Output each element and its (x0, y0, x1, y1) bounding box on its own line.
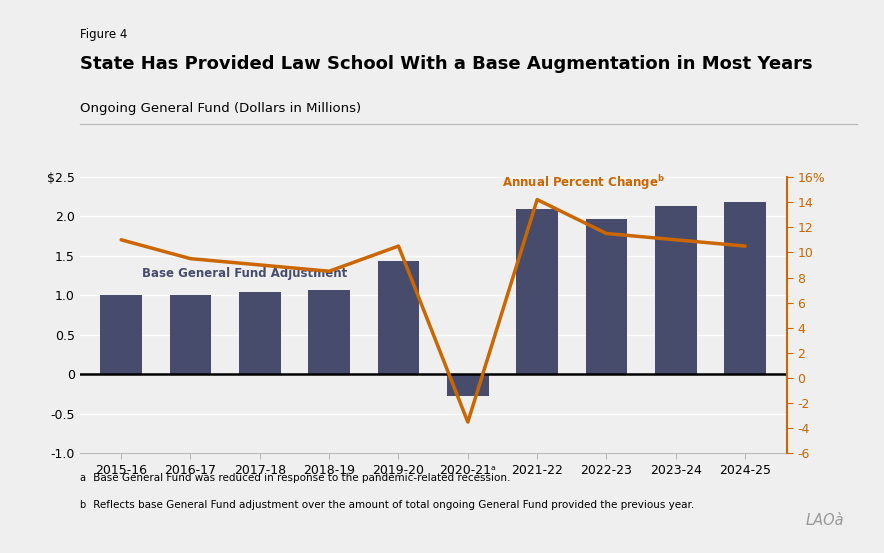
Text: Annual Percent Change$^{\mathregular{b}}$: Annual Percent Change$^{\mathregular{b}}… (502, 173, 666, 192)
Text: State Has Provided Law School With a Base Augmentation in Most Years: State Has Provided Law School With a Bas… (80, 55, 812, 74)
Bar (377, 262, 419, 374)
Bar (724, 202, 766, 374)
Text: Base General Fund Adjustment: Base General Fund Adjustment (142, 267, 347, 280)
Text: Base General Fund was reduced in response to the pandemic-related recession.: Base General Fund was reduced in respons… (90, 473, 511, 483)
Text: a: a (80, 473, 86, 483)
Bar (655, 206, 697, 374)
Bar (239, 291, 280, 374)
Bar (586, 219, 628, 374)
Bar (101, 295, 142, 374)
Bar (170, 295, 211, 374)
Text: Reflects base General Fund adjustment over the amount of total ongoing General F: Reflects base General Fund adjustment ov… (90, 500, 695, 510)
Text: LAOà: LAOà (805, 513, 844, 528)
Text: Ongoing General Fund (Dollars in Millions): Ongoing General Fund (Dollars in Million… (80, 102, 361, 116)
Bar (309, 290, 350, 374)
Text: Figure 4: Figure 4 (80, 28, 127, 41)
Bar (447, 374, 489, 396)
Bar (516, 208, 558, 374)
Text: b: b (80, 500, 86, 510)
